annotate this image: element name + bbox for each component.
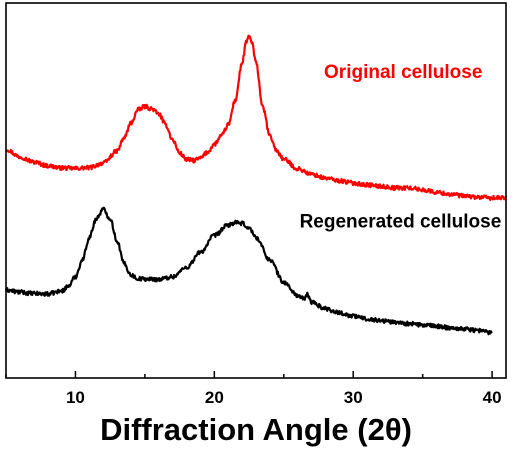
x-tick-label: 20 bbox=[205, 388, 224, 407]
series-layer bbox=[4, 34, 508, 336]
series-labels: Original cellulose Regenerated cellulose bbox=[300, 62, 502, 232]
series-line-1 bbox=[5, 34, 508, 202]
x-tick-label: 10 bbox=[66, 388, 85, 407]
x-tick-label: 30 bbox=[344, 388, 363, 407]
x-tick-label: 40 bbox=[483, 388, 502, 407]
x-axis-title: Diffraction Angle (2θ) bbox=[100, 412, 412, 447]
x-axis-ticks: 10 20 30 40 bbox=[5, 371, 502, 407]
plot-frame bbox=[5, 2, 507, 379]
series-label-1: Original cellulose bbox=[324, 62, 482, 83]
series-line-2 bbox=[4, 206, 493, 336]
series-label-2: Regenerated cellulose bbox=[300, 211, 502, 232]
